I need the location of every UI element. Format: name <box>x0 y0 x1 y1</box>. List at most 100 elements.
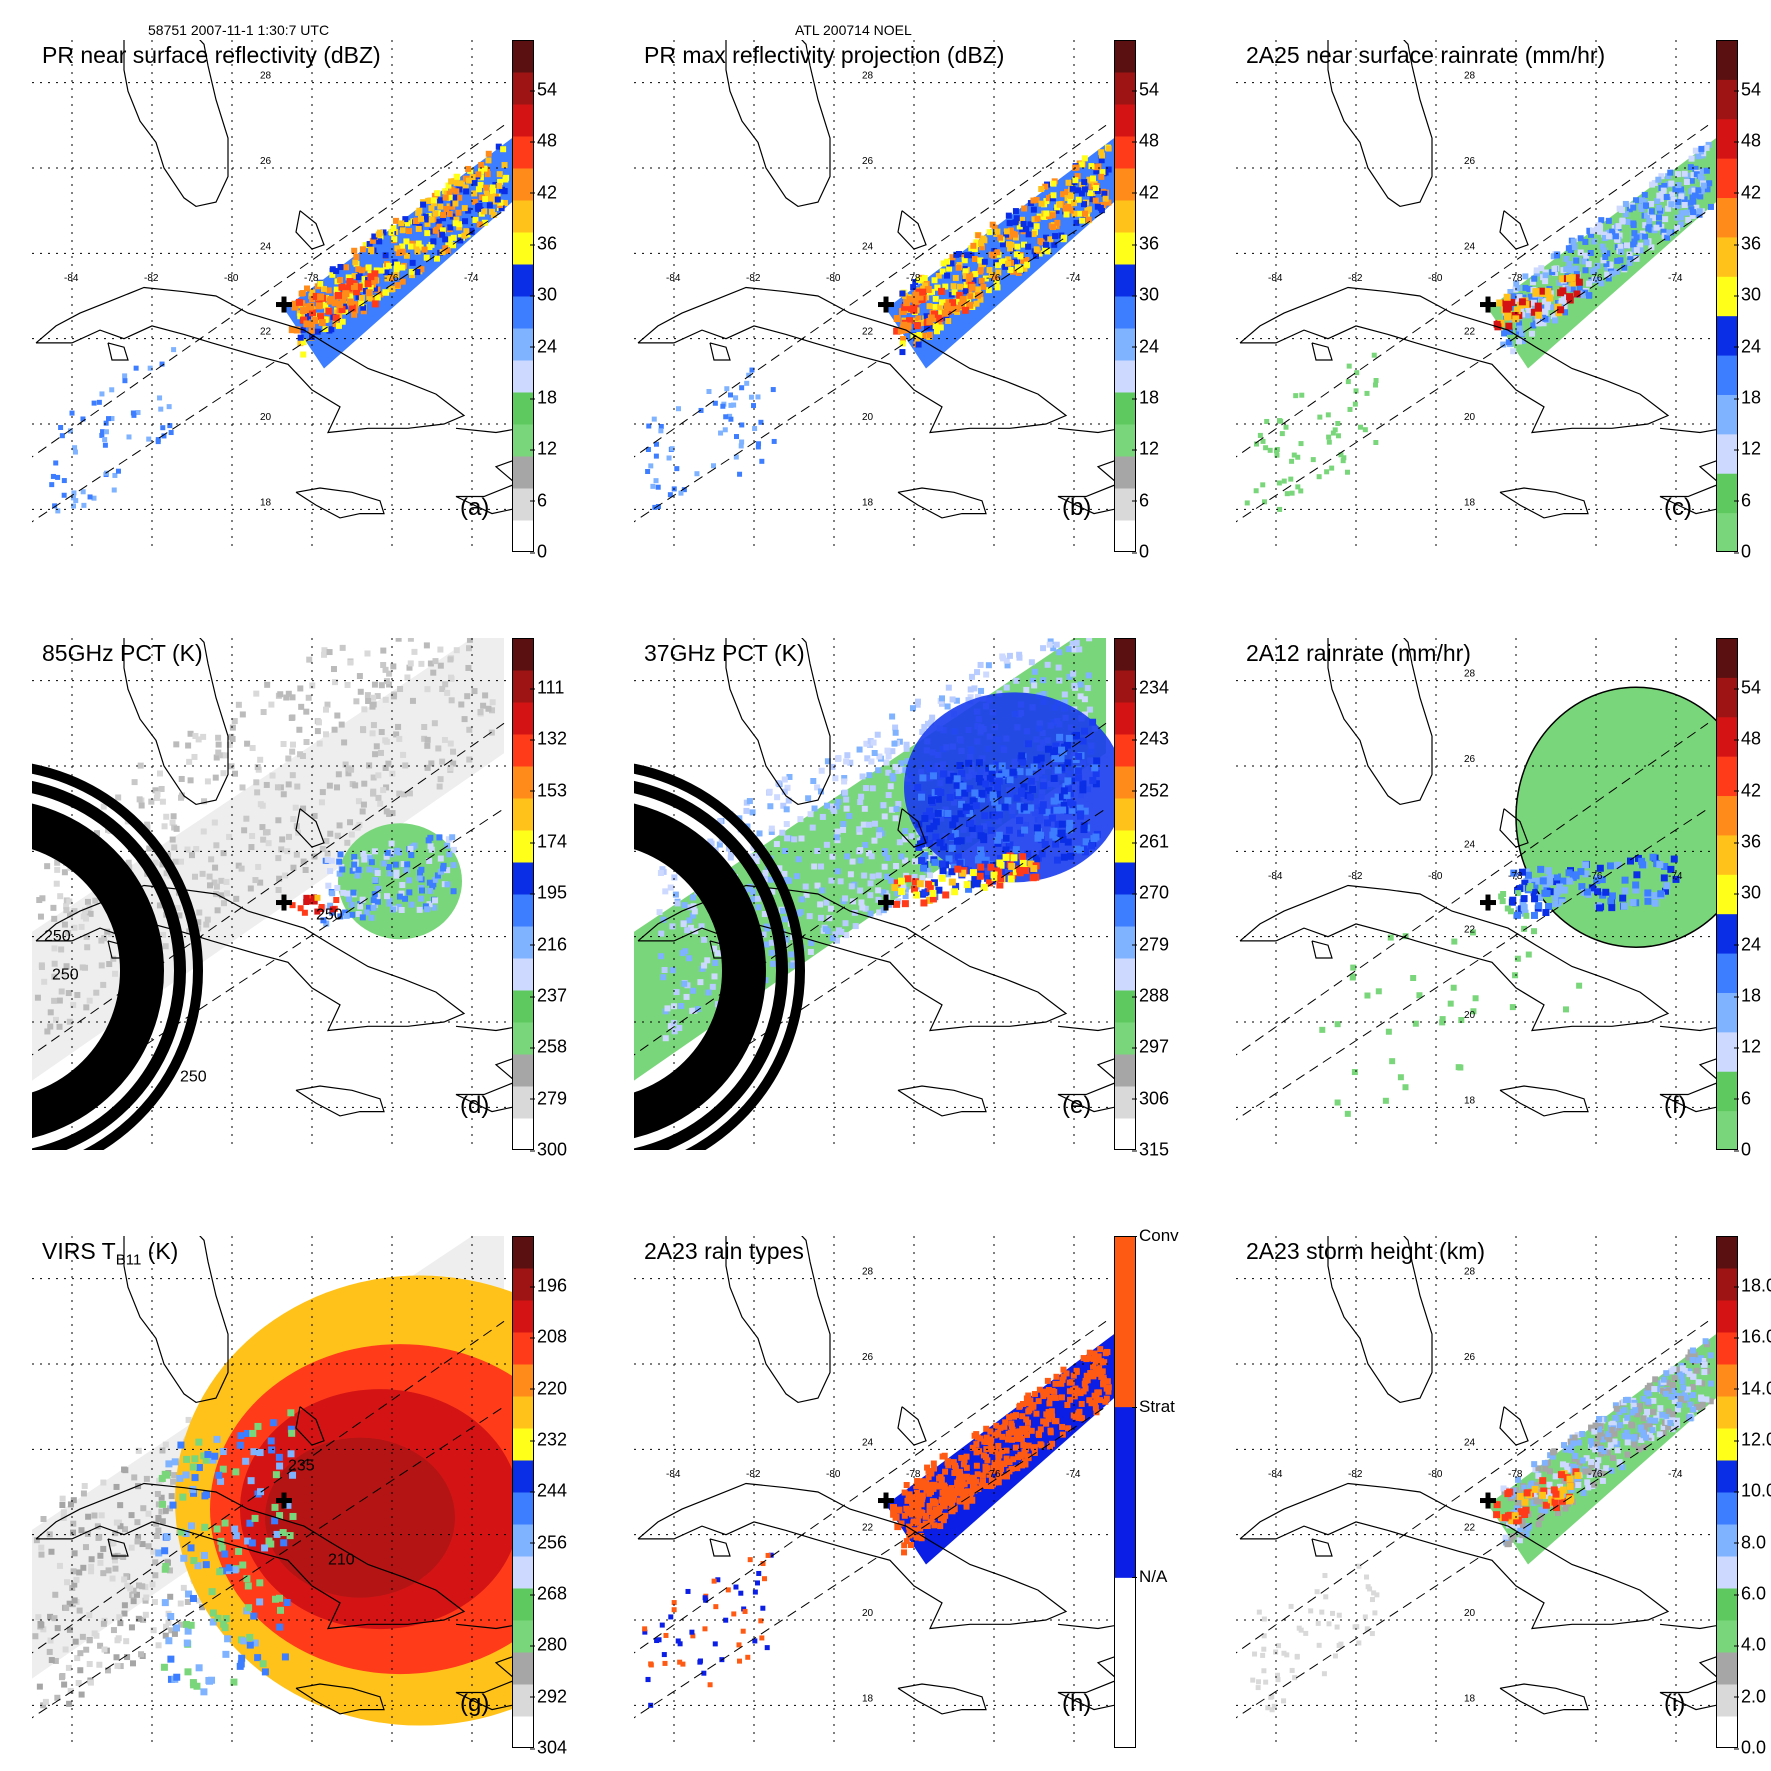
data-pixel <box>276 1462 284 1470</box>
data-pixel <box>288 326 296 334</box>
data-pixel <box>470 619 476 625</box>
data-pixel <box>393 731 400 738</box>
data-pixel <box>1013 251 1020 258</box>
data-pixel <box>309 309 317 317</box>
lon-label: -82 <box>746 273 761 284</box>
data-pixel <box>866 772 873 779</box>
contour-label: 235 <box>288 1458 315 1475</box>
data-pixel <box>1518 298 1526 306</box>
data-pixel <box>472 216 479 223</box>
data-pixel <box>701 962 708 969</box>
colorbar-swatch <box>512 1524 534 1557</box>
data-pixel <box>51 945 58 952</box>
data-pixel <box>803 891 810 898</box>
data-pixel <box>429 621 435 627</box>
data-pixel <box>1065 627 1071 633</box>
data-pixel <box>182 1620 190 1628</box>
data-pixel <box>1067 852 1075 860</box>
data-pixel <box>214 907 221 914</box>
data-pixel <box>1664 234 1671 241</box>
data-pixel <box>1064 807 1072 815</box>
lon-label: -78 <box>1508 871 1523 882</box>
data-pixel <box>1016 802 1024 810</box>
data-pixel <box>966 301 974 309</box>
data-pixel <box>990 1464 997 1471</box>
swath-edges <box>32 722 505 1121</box>
data-pixel <box>1655 214 1662 221</box>
colorbar-tick-label: 174 <box>529 831 568 852</box>
data-pixel <box>907 304 915 312</box>
colorbar-swatch <box>512 1492 534 1525</box>
colorbar-swatch <box>1114 670 1136 703</box>
data-pixel <box>246 1641 254 1649</box>
data-pixel <box>955 789 963 797</box>
data-pixel <box>383 893 390 900</box>
data-pixel <box>999 1433 1006 1440</box>
data-pixel <box>231 1525 239 1533</box>
data-pixel <box>178 775 185 782</box>
data-pixel <box>901 1512 908 1519</box>
data-pixel <box>366 866 373 873</box>
colorbar-tick-label: 304 <box>529 1737 568 1758</box>
data-pixel <box>78 1691 85 1698</box>
data-pixel <box>1661 863 1669 871</box>
data-pixel <box>1043 1388 1050 1395</box>
data-pixel <box>402 895 409 902</box>
data-pixel <box>395 723 402 730</box>
lat-label: 20 <box>260 412 272 423</box>
data-pixel <box>944 809 952 817</box>
data-pixel <box>1006 652 1013 659</box>
data-pixel <box>1668 180 1675 187</box>
data-pixel <box>80 1490 87 1497</box>
data-pixel <box>49 482 55 488</box>
data-pixel <box>1016 651 1023 658</box>
data-pixel <box>953 305 961 313</box>
data-pixel <box>369 237 376 244</box>
data-pixel <box>402 216 409 223</box>
data-pixel <box>817 788 824 795</box>
data-pixel <box>944 703 951 710</box>
panel-letter-label: (f) <box>1664 1092 1687 1119</box>
data-pixel <box>1516 320 1523 327</box>
data-pixel <box>171 347 177 353</box>
data-pixel <box>96 1661 103 1668</box>
data-pixel <box>1006 841 1014 849</box>
data-pixel <box>902 857 909 864</box>
data-pixel <box>171 844 178 851</box>
data-pixel <box>436 783 443 790</box>
data-pixel <box>921 852 929 860</box>
data-pixel <box>323 731 330 738</box>
colorbar-swatch <box>512 1556 534 1589</box>
data-pixel <box>393 872 400 879</box>
data-pixel <box>254 789 261 796</box>
missing-data-arcs <box>634 763 805 1150</box>
data-pixel <box>1653 224 1660 231</box>
data-pixel <box>1017 1431 1024 1438</box>
data-pixel <box>810 778 817 785</box>
data-pixel <box>428 760 435 767</box>
data-pixel <box>160 1663 168 1671</box>
data-pixel <box>863 785 870 792</box>
colorbar-swatch <box>1716 276 1738 317</box>
data-pixel <box>955 264 962 271</box>
data-pixel <box>250 1448 258 1456</box>
data-pixel <box>993 761 1001 769</box>
data-pixel <box>422 607 428 613</box>
data-pixel <box>1549 269 1556 276</box>
data-pixel <box>497 199 504 206</box>
data-pixel <box>304 285 311 292</box>
data-pixel <box>918 319 925 326</box>
data-pixel <box>1081 727 1089 735</box>
data-pixel <box>662 1035 669 1042</box>
data-pixel <box>434 872 441 879</box>
data-pixel <box>371 233 378 240</box>
data-pixel <box>331 299 339 307</box>
data-pixel <box>996 804 1004 812</box>
data-pixel <box>100 1620 107 1627</box>
data-pixel <box>1681 196 1688 203</box>
panel-g: 235 210 VIRS TB11 (K) (g) 196 208 220 232 244 256… <box>20 1196 613 1758</box>
data-pixel <box>1077 681 1084 688</box>
data-pixel <box>195 1464 203 1472</box>
data-pixel <box>857 857 864 864</box>
colorbar-swatch <box>1716 40 1738 80</box>
